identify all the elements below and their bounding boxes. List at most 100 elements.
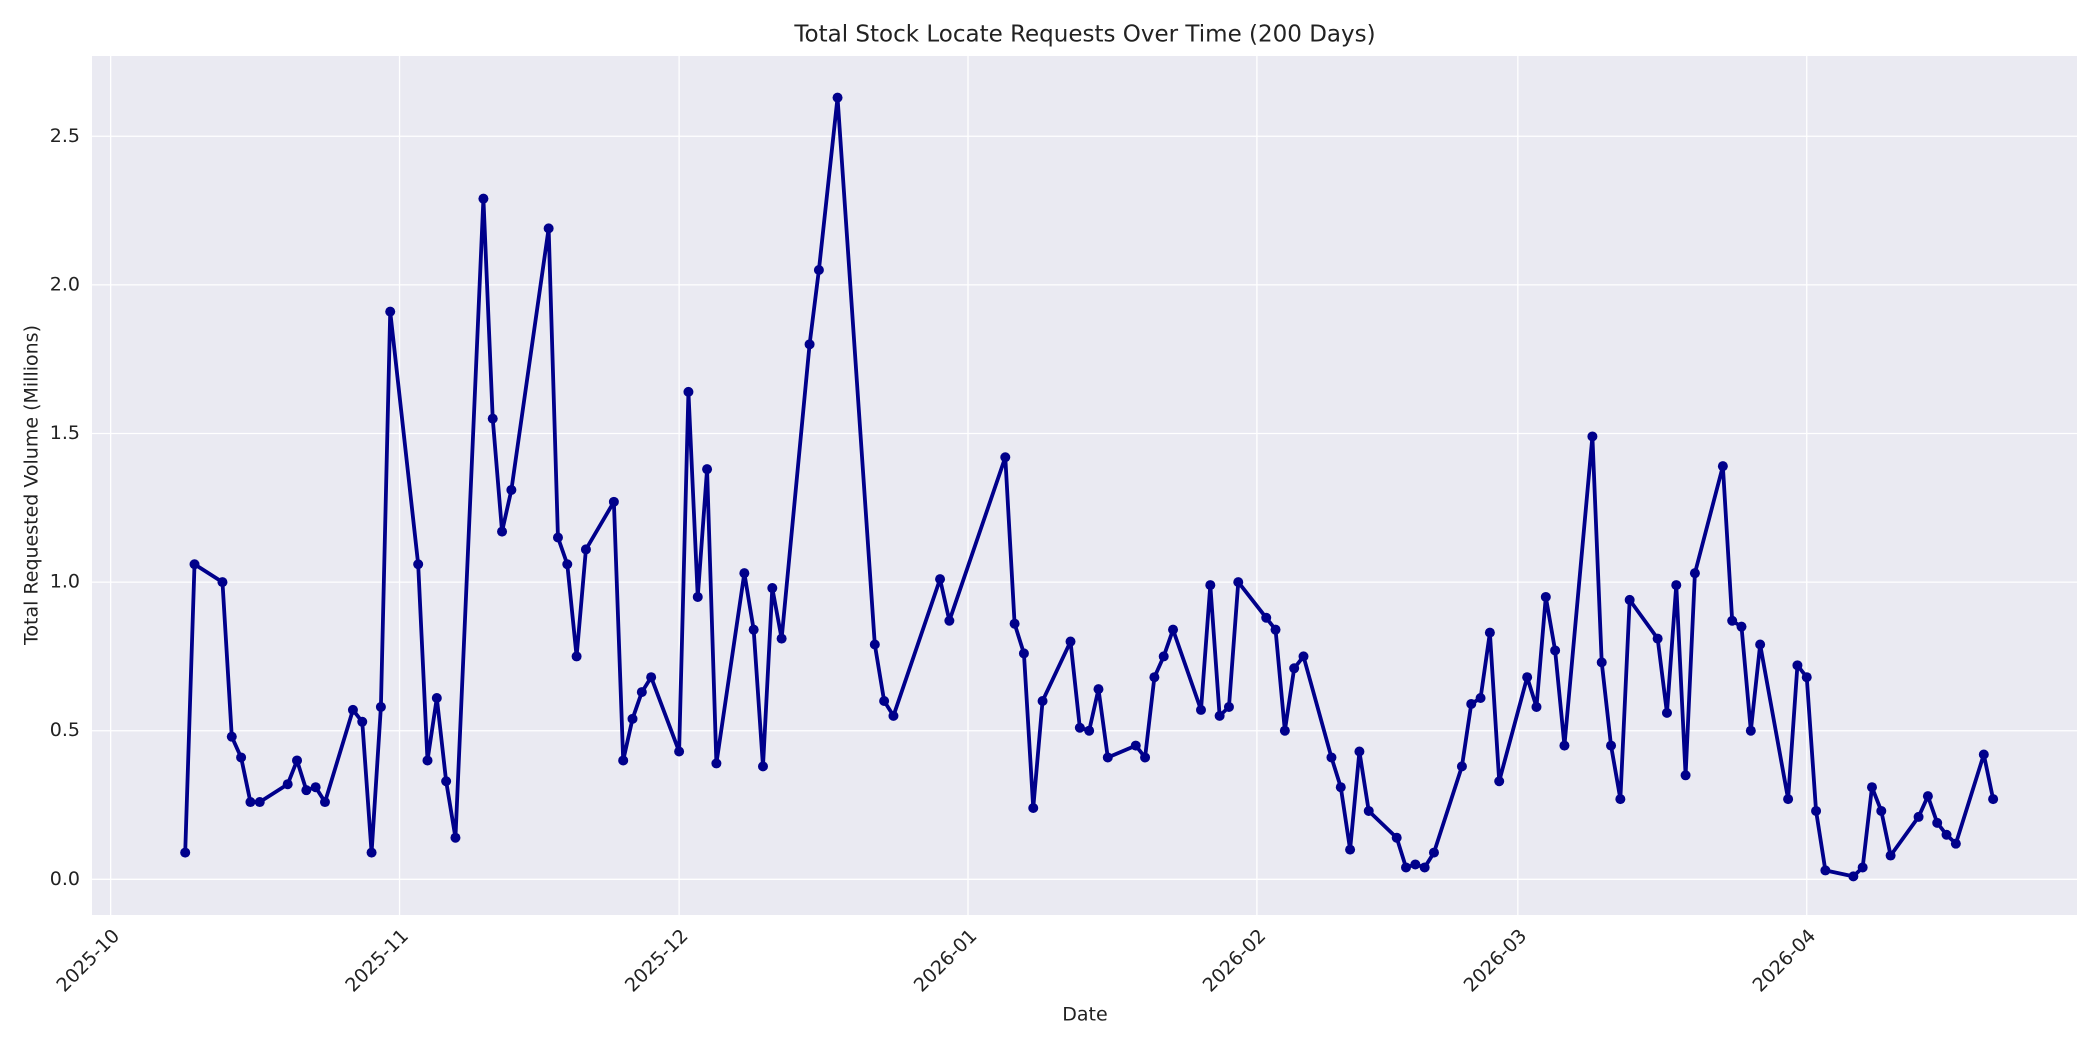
data-point bbox=[1466, 698, 1477, 709]
y-tick-label: 2.0 bbox=[50, 273, 80, 295]
data-point bbox=[944, 615, 955, 626]
data-point bbox=[1671, 580, 1682, 591]
data-point bbox=[804, 339, 815, 350]
data-point bbox=[1084, 725, 1095, 736]
data-point bbox=[1018, 648, 1029, 659]
data-point bbox=[1941, 829, 1952, 840]
data-point bbox=[422, 755, 433, 766]
data-point bbox=[571, 651, 582, 662]
data-point bbox=[1037, 695, 1048, 706]
data-point bbox=[1168, 624, 1179, 635]
data-point bbox=[1913, 811, 1924, 822]
y-axis-label: Total Requested Volume (Millions) bbox=[21, 325, 43, 646]
data-point bbox=[1326, 752, 1337, 763]
data-point bbox=[580, 544, 591, 555]
x-axis-label: Date bbox=[1062, 1004, 1107, 1026]
data-point bbox=[347, 704, 358, 715]
data-point bbox=[319, 797, 330, 808]
data-point bbox=[245, 797, 256, 808]
data-point bbox=[1223, 701, 1234, 712]
data-point bbox=[282, 779, 293, 790]
data-point bbox=[478, 193, 489, 204]
data-point bbox=[1419, 862, 1430, 873]
data-point bbox=[1428, 847, 1439, 858]
data-point bbox=[627, 713, 638, 724]
data-point bbox=[1587, 431, 1598, 442]
data-point bbox=[1158, 651, 1169, 662]
data-point bbox=[1522, 672, 1533, 683]
data-point bbox=[1988, 794, 1999, 805]
data-point bbox=[1727, 615, 1738, 626]
data-point bbox=[1000, 452, 1011, 463]
data-point bbox=[1140, 752, 1151, 763]
data-point bbox=[1857, 862, 1868, 873]
x-tick-label: 2026-03 bbox=[1460, 925, 1532, 997]
data-point bbox=[1195, 704, 1206, 715]
data-point bbox=[608, 496, 619, 507]
y-tick-label: 1.5 bbox=[50, 422, 80, 444]
y-tick-label: 2.5 bbox=[50, 125, 80, 147]
data-point bbox=[180, 847, 191, 858]
data-point bbox=[711, 758, 722, 769]
data-point bbox=[1783, 794, 1794, 805]
data-point bbox=[1596, 657, 1607, 668]
data-point bbox=[813, 265, 824, 276]
data-point bbox=[441, 776, 452, 787]
data-point bbox=[413, 559, 424, 570]
data-point bbox=[1298, 651, 1309, 662]
data-point bbox=[552, 532, 563, 543]
x-tick-label: 2026-01 bbox=[910, 925, 982, 997]
data-point bbox=[1345, 844, 1356, 855]
data-point bbox=[1922, 791, 1933, 802]
data-point bbox=[1391, 832, 1402, 843]
data-point bbox=[1606, 740, 1617, 751]
data-point bbox=[767, 583, 778, 594]
data-point bbox=[254, 797, 265, 808]
data-point bbox=[1820, 865, 1831, 876]
data-point bbox=[310, 782, 321, 793]
data-point bbox=[1736, 621, 1747, 632]
data-point bbox=[1615, 794, 1626, 805]
data-point bbox=[236, 752, 247, 763]
data-point bbox=[1130, 740, 1141, 751]
data-point bbox=[1401, 862, 1412, 873]
data-point bbox=[1354, 746, 1365, 757]
x-tick-label: 2026-02 bbox=[1199, 925, 1271, 997]
data-point bbox=[1689, 568, 1700, 579]
data-point bbox=[1214, 710, 1225, 721]
data-point bbox=[385, 306, 396, 317]
data-point bbox=[543, 223, 554, 234]
data-point bbox=[683, 386, 694, 397]
data-point bbox=[888, 710, 899, 721]
y-tick-label: 0.5 bbox=[50, 719, 80, 741]
data-point bbox=[1149, 672, 1160, 683]
data-point bbox=[497, 526, 508, 537]
data-point bbox=[1876, 805, 1887, 816]
data-point bbox=[1932, 817, 1943, 828]
data-point bbox=[1866, 782, 1877, 793]
data-point bbox=[1102, 752, 1113, 763]
data-point bbox=[757, 761, 768, 772]
data-point bbox=[1093, 684, 1104, 695]
data-point bbox=[1652, 633, 1663, 644]
data-point bbox=[1801, 672, 1812, 683]
data-point bbox=[1950, 838, 1961, 849]
data-point bbox=[1848, 871, 1859, 882]
data-point bbox=[292, 755, 303, 766]
x-tick-label: 2025-12 bbox=[621, 925, 693, 997]
data-point bbox=[226, 731, 237, 742]
data-point bbox=[692, 591, 703, 602]
data-point bbox=[1885, 850, 1896, 861]
data-point bbox=[1456, 761, 1467, 772]
data-point bbox=[1270, 624, 1281, 635]
x-tick-label: 2025-10 bbox=[52, 925, 124, 997]
y-tick-label: 1.0 bbox=[50, 571, 80, 593]
data-point bbox=[1233, 577, 1244, 588]
y-tick-label: 0.0 bbox=[50, 868, 80, 890]
data-point bbox=[869, 639, 880, 650]
data-point bbox=[1540, 591, 1551, 602]
data-point bbox=[748, 624, 759, 635]
data-point bbox=[1335, 782, 1346, 793]
data-point bbox=[1559, 740, 1570, 751]
